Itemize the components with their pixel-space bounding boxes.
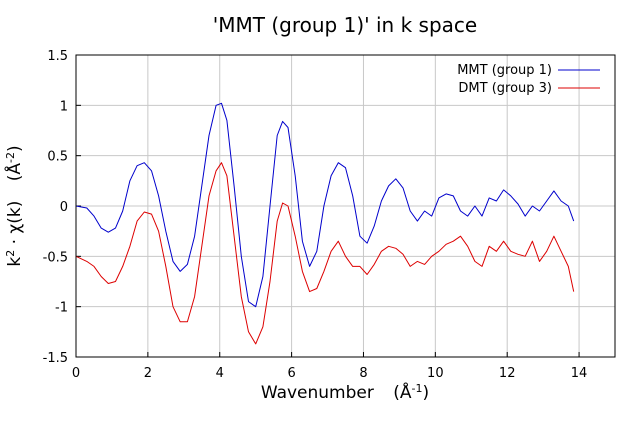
- legend: MMT (group 1) DMT (group 3): [457, 63, 600, 96]
- y-tick-label: 1.5: [47, 49, 68, 64]
- x-tick-label: 14: [571, 366, 588, 381]
- x-tick-label: 6: [287, 366, 295, 381]
- x-tick-label: 0: [72, 366, 80, 381]
- x-axis-unit-close: ): [423, 383, 430, 403]
- series-line-2: [75, 162, 575, 345]
- y-tick-label: 0.5: [47, 150, 68, 165]
- x-tick-label: 8: [359, 366, 367, 381]
- y-axis-unit-exp: -2: [4, 152, 17, 163]
- legend-label-1: MMT (group 1): [457, 63, 552, 78]
- y-tick-label: -0.5: [43, 250, 68, 265]
- y-axis-title-mid: · χ(k): [5, 201, 25, 250]
- x-axis-unit: (Å: [393, 381, 412, 403]
- x-tick-label: 12: [499, 366, 516, 381]
- series-lines: [75, 102, 575, 345]
- chart-title: 'MMT (group 1)' in k space: [213, 13, 477, 37]
- x-axis-unit-exp: -1: [412, 382, 423, 395]
- series-line-1: [75, 102, 575, 308]
- y-tick-label: -1: [55, 301, 68, 316]
- x-axis-title: Wavenumber (Å-1): [261, 381, 429, 403]
- x-tick-label: 10: [427, 366, 444, 381]
- grid: [75, 54, 615, 358]
- y-axis-title-k-exp: 2: [4, 250, 17, 257]
- x-tick-label: 2: [144, 366, 152, 381]
- y-tick-label: -1.5: [43, 351, 68, 366]
- x-tick-label: 4: [216, 366, 224, 381]
- y-axis-unit-close: ): [5, 145, 25, 152]
- axis-ticks: 0 2 4 6 8 10 12 14 -1.5 -1 -0.5 0 0.5 1 1.5: [43, 49, 588, 381]
- plot-frame: [75, 54, 616, 358]
- y-tick-label: 1: [60, 99, 68, 114]
- y-axis-unit: (Å: [3, 163, 25, 182]
- y-axis-title: k2 · χ(k) (Å-2): [3, 145, 25, 266]
- y-tick-label: 0: [60, 200, 68, 215]
- y-axis-title-k: k: [5, 257, 25, 267]
- legend-label-2: DMT (group 3): [458, 81, 552, 96]
- x-axis-title-text: Wavenumber: [261, 383, 374, 403]
